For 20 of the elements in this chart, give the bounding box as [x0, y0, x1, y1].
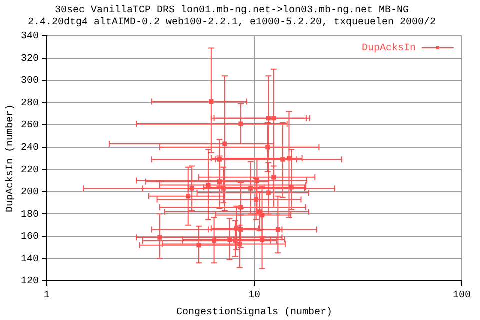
y-tick-label: 300: [20, 76, 40, 88]
x-tick-label: 1: [44, 290, 50, 302]
y-tick-label: 320: [20, 54, 40, 65]
y-tick-label: 340: [20, 32, 40, 43]
chart-subtitle: 2.4.20dtg4 altAIMD-0.2 web100-2.2.1, e1000-5.2.20, txqueuelen 2000/2: [28, 16, 436, 29]
x-axis-title: CongestionSignals (number): [176, 306, 333, 319]
y-tick-label: 200: [20, 188, 40, 199]
y-tick-label: 160: [20, 232, 40, 244]
chart-title: 30sec VanillaTCP DRS lon01.mb-ng.net->lon03.mb-ng.net MB-NG: [54, 4, 410, 17]
y-tick-label: 280: [20, 98, 40, 110]
y-axis-title: DupAcksIn (number): [4, 104, 17, 213]
y-tick-label: 140: [20, 254, 40, 266]
y-tick-label: 260: [20, 120, 40, 132]
x-tick-label: 10: [248, 290, 261, 302]
legend-label: DupAcksIn: [362, 42, 416, 55]
y-tick-label: 120: [20, 276, 40, 288]
y-tick-label: 180: [20, 210, 40, 221]
y-tick-label: 240: [20, 143, 40, 154]
y-tick-label: 220: [20, 165, 40, 176]
x-tick-label: 100: [452, 290, 472, 302]
